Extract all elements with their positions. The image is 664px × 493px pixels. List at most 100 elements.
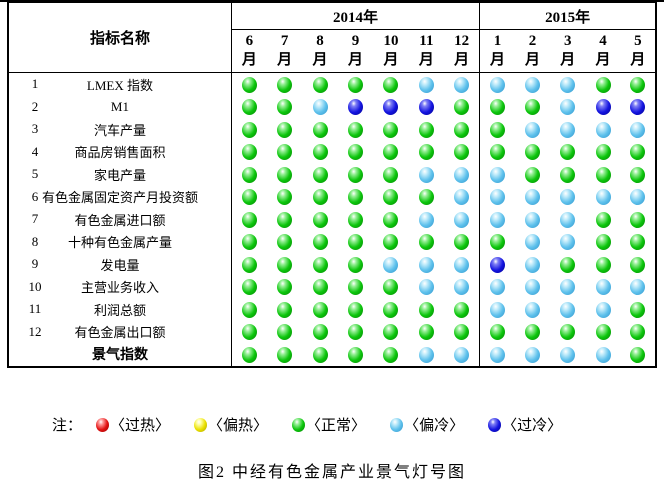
status-light-green-normal <box>595 166 611 183</box>
legend-item-label: 〈偏冷〉 <box>404 418 465 434</box>
light-cell <box>479 320 515 343</box>
month-unit: 月 <box>560 52 576 68</box>
indicator-name: 景气指数 <box>91 348 148 364</box>
status-light-lightblue-cool <box>595 189 611 206</box>
light-cell <box>302 141 337 164</box>
light-cell <box>444 253 480 276</box>
light-cell <box>621 118 656 141</box>
light-cell <box>409 141 444 164</box>
status-light-green-normal <box>630 144 646 161</box>
status-light-green-normal <box>277 211 293 228</box>
status-light-green-normal <box>418 324 434 341</box>
status-light-lightblue-cool <box>525 301 541 318</box>
status-light-darkblue-cold <box>490 256 506 273</box>
indicator-name: LMEX 指数 <box>86 77 153 93</box>
light-cell <box>550 321 585 344</box>
status-light-green-normal <box>347 346 363 363</box>
indicator-name: 十种有色金属产量 <box>67 235 172 251</box>
status-light-green-normal <box>454 234 470 251</box>
indicator-row: 景气指数 <box>8 343 656 367</box>
month-unit: 月 <box>525 52 541 68</box>
month-number: 10 <box>383 32 399 49</box>
status-light-green-normal <box>418 144 434 161</box>
status-light-darkblue-cold <box>630 99 646 116</box>
status-light-green-normal <box>241 121 257 138</box>
month-number: 5 <box>634 32 642 49</box>
light-cell <box>338 118 373 141</box>
legend-note-label: 注： <box>52 418 83 434</box>
status-light-green-normal <box>347 189 363 206</box>
light-cell <box>585 163 620 186</box>
row-number: 10 <box>28 278 42 294</box>
light-cell <box>302 118 337 141</box>
status-light-lightblue-cool <box>595 279 611 296</box>
row-number: 1 <box>31 76 39 92</box>
indicator-name-cell: 景气指数 <box>8 343 232 367</box>
status-light-green-normal <box>241 324 257 341</box>
month-number: 9 <box>351 32 360 49</box>
light-cell <box>267 186 302 209</box>
light-cell <box>515 73 550 96</box>
month-number: 11 <box>419 32 434 49</box>
status-light-green-normal <box>347 256 363 273</box>
legend-item-red-hot: 〈过热〉 <box>96 414 170 435</box>
light-cell <box>550 208 585 231</box>
status-light-green-normal <box>277 121 293 138</box>
status-light-lightblue-cool <box>312 99 328 116</box>
indicator-name: 发电量 <box>100 257 140 273</box>
status-light-lightblue-cool <box>595 301 611 318</box>
status-light-lightblue-cool <box>418 346 434 363</box>
status-light-lightblue-cool <box>525 346 541 363</box>
status-light-green-normal <box>630 234 646 251</box>
row-number: 6 <box>31 188 39 204</box>
light-cell <box>550 141 585 164</box>
status-light-green-normal <box>347 121 363 138</box>
light-cell <box>479 118 515 141</box>
light-cell <box>409 253 444 276</box>
status-light-lightblue-cool <box>383 256 399 273</box>
light-cell <box>515 231 550 254</box>
status-light-green-normal <box>277 144 293 161</box>
status-light-green-normal <box>312 324 328 341</box>
light-cell <box>231 208 266 231</box>
light-cell <box>231 343 266 367</box>
light-cell <box>373 343 408 367</box>
status-light-green-normal <box>630 324 646 341</box>
light-cell <box>267 118 302 141</box>
light-cell <box>409 208 444 231</box>
row-number: 3 <box>31 121 39 137</box>
status-light-green-normal <box>277 99 293 116</box>
status-light-green-normal <box>595 324 611 341</box>
light-cell <box>585 298 620 321</box>
status-light-lightblue-cool <box>454 211 470 228</box>
month-unit: 月 <box>347 52 363 68</box>
light-cell <box>409 186 444 209</box>
light-cell <box>550 96 585 119</box>
status-light-green-normal <box>347 324 363 341</box>
light-cell <box>373 208 408 231</box>
light-cell <box>515 118 550 141</box>
status-light-green-normal <box>312 301 328 318</box>
row-number: 9 <box>31 256 39 272</box>
light-cell <box>267 231 302 254</box>
light-cell <box>444 276 480 299</box>
row-number: 8 <box>31 233 39 249</box>
light-cell <box>550 231 585 254</box>
indicator-row: 9 发电量 <box>8 253 656 276</box>
status-light-green-normal <box>630 256 646 273</box>
status-light-green-normal <box>595 256 611 273</box>
month-unit: 月 <box>312 52 328 68</box>
indicator-row: 2 M1 <box>8 95 656 119</box>
indicator-name-cell: 7 有色金属进口额 <box>8 208 232 231</box>
legend-item-lightblue-cool: 〈偏冷〉 <box>390 414 464 435</box>
status-light-green-normal <box>525 166 541 183</box>
light-cell <box>550 118 585 141</box>
status-light-lightblue-cool <box>595 346 611 363</box>
month-unit: 月 <box>454 52 470 68</box>
light-cell <box>302 253 337 276</box>
status-light-green-normal <box>383 346 399 363</box>
status-light-green-normal <box>312 346 328 363</box>
status-light-darkblue-cold <box>383 99 399 116</box>
